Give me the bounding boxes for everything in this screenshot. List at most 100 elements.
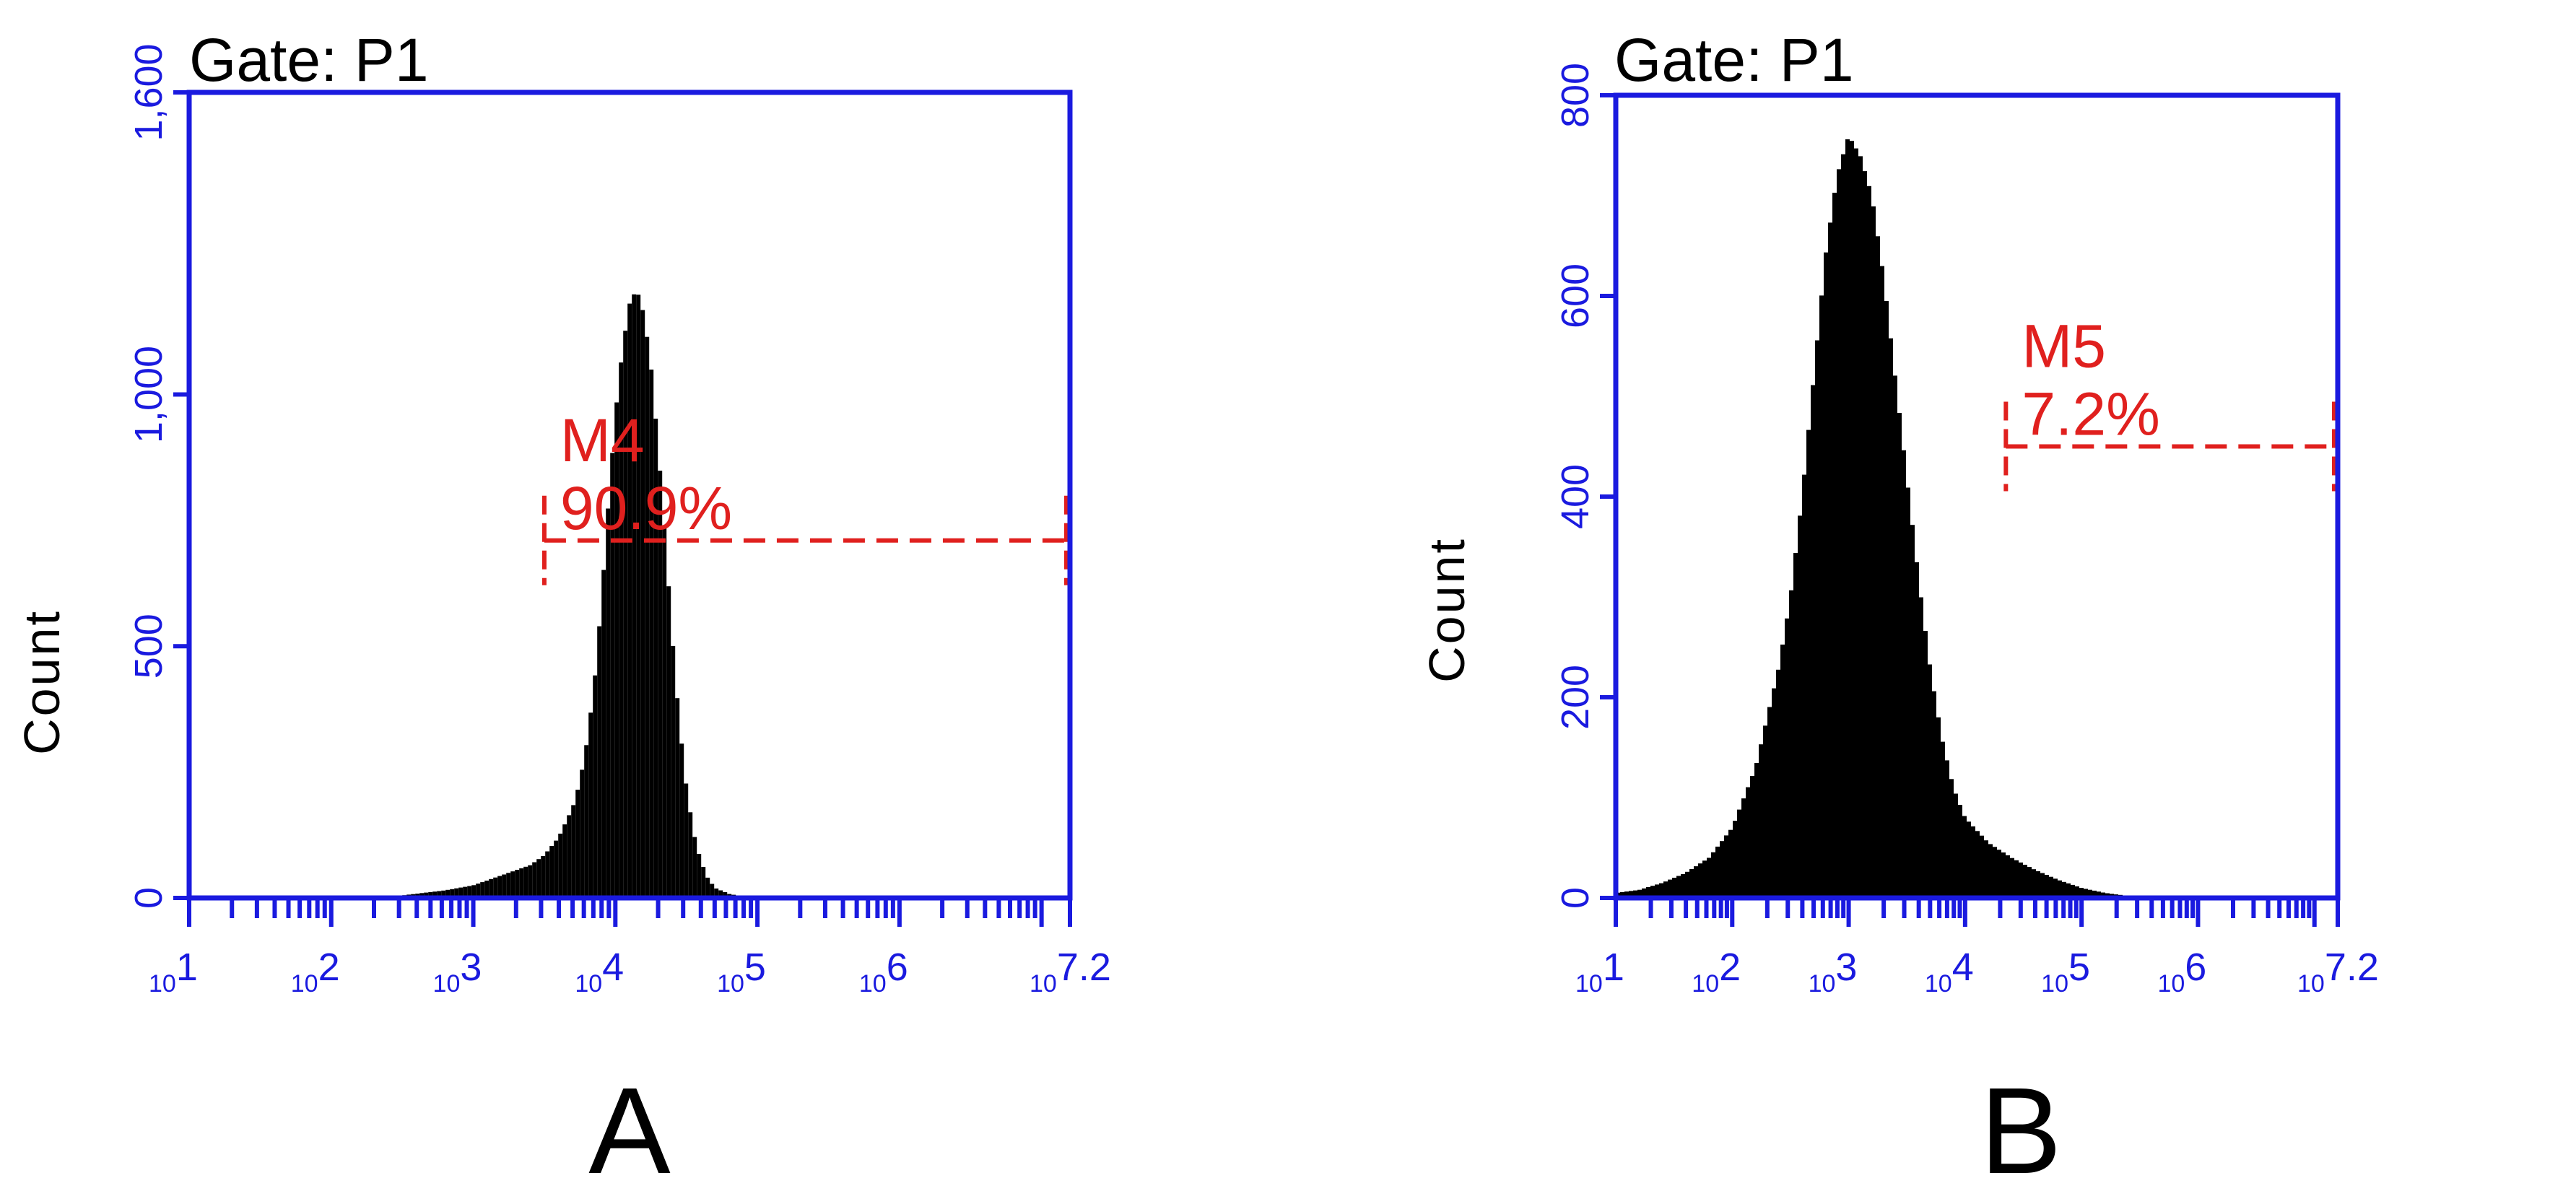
- x-tick-label: 101: [149, 946, 198, 998]
- histogram-bar: [1893, 375, 1897, 898]
- histogram-bar: [632, 294, 637, 898]
- histogram-bar: [597, 626, 602, 898]
- histogram-bar: [2010, 858, 2014, 898]
- histogram-bar: [1854, 148, 1858, 899]
- histogram-bar: [1880, 266, 1884, 899]
- histogram-bar: [606, 508, 611, 898]
- y-axis-label: Count: [1419, 537, 1475, 683]
- x-tick-label: 104: [1925, 946, 1974, 998]
- histogram-bar: [1971, 826, 1975, 898]
- histogram-bar: [697, 854, 702, 898]
- histogram-bar: [692, 837, 697, 898]
- histogram-bar: [1945, 760, 1949, 898]
- marker-percent: 90.9%: [560, 474, 732, 542]
- histogram-bar: [545, 851, 550, 898]
- histogram-bar: [1668, 879, 1672, 898]
- histogram-bar: [723, 892, 728, 898]
- histogram-bar: [1776, 669, 1780, 898]
- histogram-bar: [2045, 875, 2049, 898]
- histogram-bar: [1633, 890, 1637, 898]
- panel-label: B: [1980, 1063, 2061, 1191]
- histogram-bar: [1845, 139, 1850, 898]
- histogram-bar: [649, 370, 654, 898]
- histogram-bar: [2032, 869, 2036, 898]
- histogram-bar: [1763, 725, 1767, 898]
- histogram-bar: [536, 859, 541, 898]
- histogram-bar: [1902, 450, 1906, 898]
- histogram-bar: [688, 812, 693, 898]
- histogram-bar: [445, 889, 451, 898]
- histogram-bar: [1867, 186, 1871, 898]
- histogram-bar: [1967, 821, 1971, 898]
- histogram-bar: [2084, 889, 2088, 898]
- histogram-bar: [437, 891, 442, 898]
- histogram-bar: [1681, 873, 1685, 898]
- histogram-bar: [476, 884, 481, 898]
- marker-name: M5: [2022, 313, 2106, 380]
- histogram-bar: [562, 824, 567, 898]
- histogram-bar: [662, 525, 667, 898]
- histogram-bar: [705, 877, 710, 898]
- histogram-bar: [1689, 868, 1694, 898]
- x-tick-label: 104: [575, 946, 624, 998]
- gate-label: Gate: P1: [189, 26, 429, 94]
- histogram-bar: [528, 865, 533, 898]
- x-tick-label: 101: [1575, 946, 1624, 998]
- histogram-bar: [1806, 429, 1811, 898]
- histogram-bar: [1707, 858, 1711, 898]
- plot-frame: [1613, 92, 2341, 901]
- histogram-bar: [580, 769, 585, 898]
- histogram-bar: [2097, 891, 2101, 898]
- histogram-bar: [2101, 892, 2105, 898]
- histogram-bar: [636, 295, 641, 898]
- histogram-bar: [1919, 597, 1923, 898]
- x-tick-label: 107.2: [2297, 946, 2379, 998]
- histogram-bar: [1980, 835, 1984, 898]
- y-tick-label: 500: [127, 614, 170, 679]
- histogram-bar: [502, 874, 507, 898]
- histogram-bar: [2071, 884, 2075, 898]
- histogram-bar: [489, 878, 494, 898]
- histogram-bar: [1850, 141, 1854, 899]
- histogram-bar: [2023, 865, 2027, 898]
- histogram-bar: [510, 871, 515, 898]
- histogram-bar: [1685, 871, 1689, 898]
- histogram-bar: [610, 453, 615, 898]
- histogram-bar: [454, 888, 459, 898]
- histogram-bar: [1889, 338, 1893, 898]
- histogram-bar: [627, 303, 632, 899]
- histogram-bar: [1698, 863, 1702, 898]
- histogram-bar: [1629, 891, 1633, 898]
- histogram-bar: [1715, 846, 1720, 898]
- histogram-bar: [1871, 206, 1876, 898]
- histogram-bar: [2088, 889, 2092, 898]
- x-tick-label: 102: [291, 946, 340, 998]
- histogram-bar: [1949, 779, 1954, 898]
- x-tick-label: 106: [2157, 946, 2206, 998]
- histogram-bar: [532, 862, 537, 898]
- histogram-bar: [1828, 222, 1832, 898]
- histogram-bar: [645, 336, 650, 898]
- histogram-bar: [1733, 821, 1737, 898]
- y-tick-label: 400: [1554, 464, 1597, 529]
- histogram-bar: [458, 887, 464, 898]
- y-tick-label: 1,000: [127, 346, 170, 443]
- histogram-bar: [1858, 156, 1863, 898]
- histogram-bar: [493, 877, 498, 898]
- panel-label: A: [588, 1063, 671, 1191]
- histogram-bar: [1720, 841, 1724, 898]
- histogram-bar: [1997, 850, 2001, 898]
- histogram-bar: [1906, 487, 1910, 898]
- histogram-bar: [1988, 844, 1993, 898]
- histogram-bar: [1884, 301, 1889, 898]
- histogram-bar: [1789, 590, 1793, 898]
- histogram-bar: [471, 885, 477, 898]
- histogram-bar: [428, 891, 433, 898]
- histogram-bar: [2001, 852, 2006, 898]
- y-tick-label: 1,600: [127, 43, 170, 141]
- histogram-bar: [1897, 413, 1902, 898]
- histogram-bar: [575, 790, 580, 898]
- histogram-bar: [1984, 840, 1988, 898]
- histogram-bar: [1741, 798, 1746, 898]
- histogram-bar: [2062, 881, 2066, 898]
